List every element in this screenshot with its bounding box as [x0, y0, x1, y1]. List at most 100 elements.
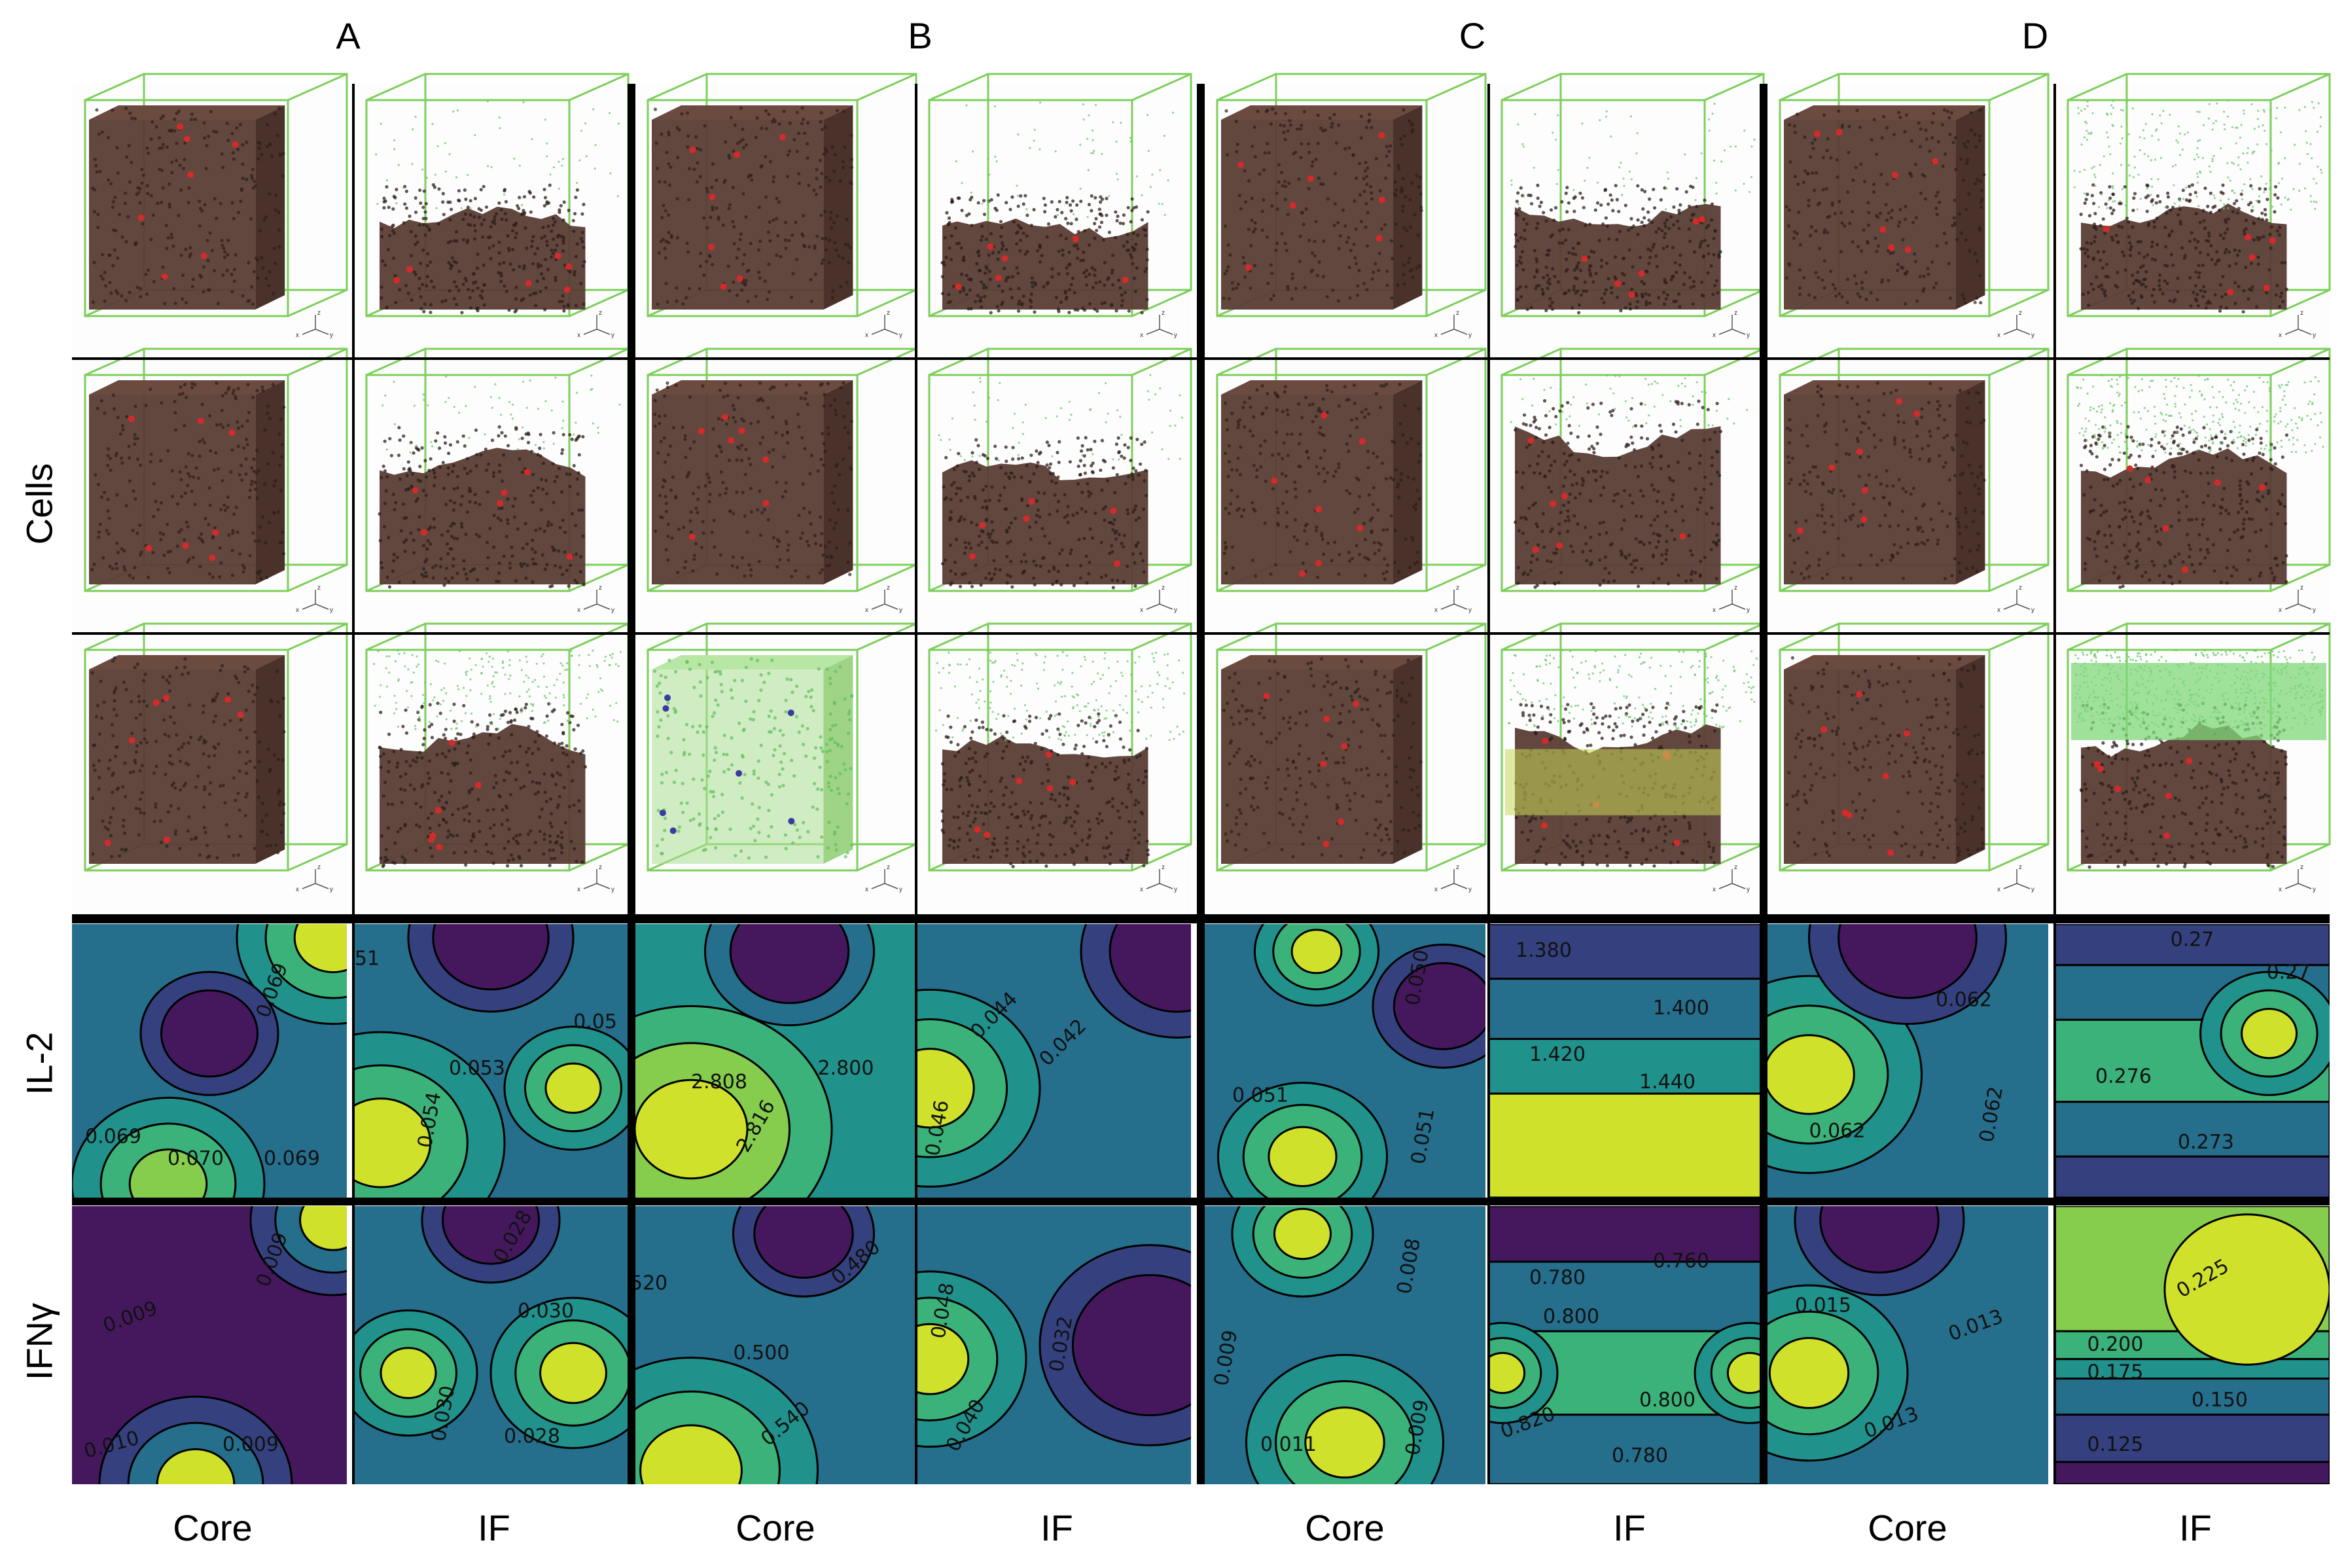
cells-panel-6-1: z y x	[1767, 347, 2050, 633]
contour-label: 0.800	[1543, 1306, 1599, 1328]
bottom-label-d-core: Core	[1868, 1507, 1947, 1548]
axis-y-label: y	[2313, 607, 2316, 614]
cell-cloud	[1510, 102, 1756, 315]
axis-y-label: y	[330, 886, 333, 893]
axis-y-label: y	[611, 607, 614, 614]
axis-z-label: z	[887, 310, 890, 317]
axis-x-label: x	[865, 886, 868, 893]
axis-y-label: y	[1174, 332, 1177, 339]
axis-triad	[1718, 590, 1746, 610]
axis-triad	[1146, 315, 1173, 335]
cell-cloud	[652, 380, 853, 584]
contour-label: 1.400	[1653, 997, 1709, 1020]
contour-label: 0.760	[1653, 1250, 1709, 1273]
axis-x-label: x	[2279, 332, 2282, 339]
contour-label: 0.780	[1612, 1444, 1668, 1467]
contour-label: 0.780	[1529, 1266, 1586, 1289]
axis-x-label: x	[1140, 886, 1143, 893]
cells-panel-2-0: z y x	[635, 73, 917, 359]
axis-x-label: x	[865, 332, 868, 339]
axis-z-label: z	[1734, 864, 1737, 871]
axis-triad	[2003, 315, 2031, 335]
cell-cloud	[652, 655, 854, 864]
cell-cloud	[2073, 99, 2323, 314]
contour-label: 0.27	[2267, 961, 2311, 984]
contour-label: 0.069	[85, 1125, 141, 1148]
axis-y-label: y	[1468, 332, 1472, 339]
cell-cloud	[1784, 655, 1985, 864]
contour-label: 1.380	[1516, 939, 1572, 962]
bottom-label-b-if: IF	[1040, 1507, 1073, 1548]
axis-y-label: y	[899, 886, 902, 893]
cells-panel-7-0: z y x	[2055, 73, 2331, 359]
column-label-a: A	[336, 15, 361, 56]
cell-cloud	[1784, 380, 1986, 584]
cell-cloud	[89, 105, 285, 310]
axis-y-label: y	[2313, 332, 2316, 339]
axis-z-label: z	[1456, 310, 1459, 317]
axis-triad	[1718, 315, 1746, 335]
column-label-d: D	[2021, 15, 2049, 56]
il2-contour-panel-5: 1.380 1.400 1.420 1.440	[1489, 924, 1764, 1198]
axis-triad	[1146, 869, 1173, 889]
axis-x-label: x	[577, 607, 580, 614]
cell-cloud	[652, 105, 854, 310]
cell-cloud	[1221, 380, 1423, 584]
axis-triad	[871, 315, 898, 335]
contour-label: 1.420	[1529, 1043, 1586, 1066]
contour-label: 0.070	[168, 1147, 224, 1170]
cell-cloud	[1221, 655, 1423, 864]
axis-triad	[1146, 590, 1173, 610]
axis-x-label: x	[1434, 886, 1438, 893]
axis-triad	[1440, 590, 1468, 610]
contour-label: 0.062	[1936, 988, 1992, 1011]
cells-panel-0-1: z y x	[72, 347, 348, 633]
axis-y-label: y	[1468, 607, 1472, 614]
axis-y-label: y	[2313, 886, 2316, 893]
axis-triad	[871, 869, 898, 889]
axis-y-label: y	[2031, 886, 2034, 893]
il2-contour-panel-7: 0.27 0.27 0.276 0.273	[2055, 924, 2330, 1198]
axis-z-label: z	[1456, 864, 1459, 871]
axis-y-label: y	[2031, 607, 2034, 614]
contour-label: 0.800	[1639, 1389, 1696, 1412]
axis-z-label: z	[2300, 864, 2303, 871]
column-label-b: B	[908, 15, 932, 56]
axis-x-label: x	[1140, 332, 1143, 339]
cell-cloud	[375, 100, 620, 315]
axis-x-label: x	[1434, 332, 1438, 339]
axis-y-label: y	[1747, 886, 1750, 893]
bottom-label-b-core: Core	[736, 1507, 815, 1548]
axis-x-label: x	[296, 607, 299, 614]
axis-z-label: z	[317, 584, 321, 592]
axis-z-label: z	[2019, 584, 2022, 592]
axis-x-label: x	[1997, 332, 2000, 339]
axis-triad	[1440, 869, 1468, 889]
contour-label: 2.800	[818, 1057, 874, 1080]
axis-y-label: y	[899, 607, 902, 614]
axis-y-label: y	[330, 607, 333, 614]
axis-x-label: x	[1713, 332, 1716, 339]
cell-cloud	[1221, 105, 1423, 310]
axis-z-label: z	[2019, 864, 2022, 871]
cells-panel-4-1: z y x	[1204, 347, 1487, 633]
axis-y-label: y	[611, 886, 614, 893]
axis-z-label: z	[887, 584, 890, 592]
bottom-label-d-if: IF	[2179, 1507, 2212, 1548]
cell-cloud	[938, 374, 1183, 590]
axis-x-label: x	[2279, 607, 2282, 614]
axis-x-label: x	[296, 332, 299, 339]
axis-y-label: y	[1174, 607, 1177, 614]
axis-x-label: x	[1713, 886, 1716, 893]
cells-panel-5-1: z y x	[1489, 347, 1765, 633]
